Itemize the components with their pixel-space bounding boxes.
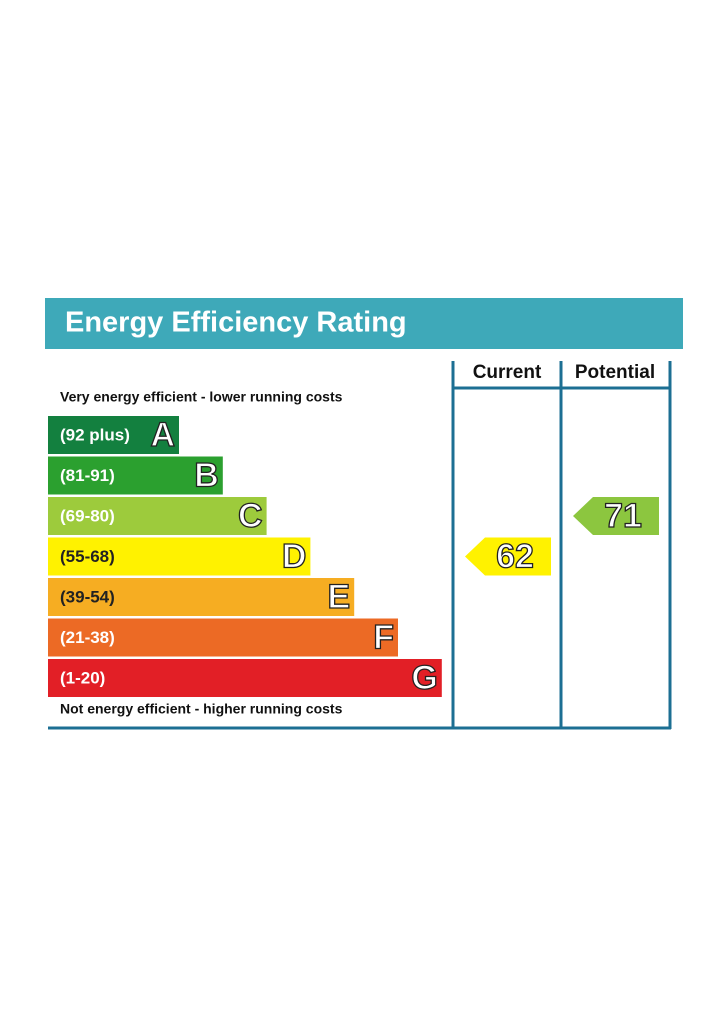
chart-title: Energy Efficiency Rating: [65, 307, 407, 339]
band-range: (92 plus): [60, 425, 130, 444]
band-letter: D: [282, 537, 307, 575]
rating-value: 62: [496, 537, 534, 575]
band: [48, 416, 179, 454]
band-range: (21-38): [60, 628, 115, 647]
rating-arrow: [573, 497, 659, 535]
band: [48, 578, 355, 616]
band-letter: C: [238, 497, 263, 535]
band: [48, 618, 398, 657]
band-letter: B: [194, 456, 219, 494]
band: [48, 659, 442, 697]
rating-value: 71: [604, 497, 642, 535]
bottom-note: Not energy efficient - higher running co…: [60, 701, 343, 717]
header-bar: [45, 298, 683, 349]
band-letter: G: [411, 659, 437, 697]
band-range: (69-80): [60, 506, 115, 525]
frame: [48, 361, 672, 730]
band: [48, 537, 311, 576]
band-range: (39-54): [60, 587, 115, 606]
band: [48, 456, 223, 495]
column-header: Potential: [575, 362, 655, 383]
band: [48, 497, 267, 535]
band-letter: F: [373, 618, 394, 656]
band-range: (55-68): [60, 547, 115, 566]
rating-arrow: [465, 537, 551, 576]
band-range: (81-91): [60, 466, 115, 485]
band-letter: A: [150, 416, 175, 454]
band-range: (1-20): [60, 668, 105, 687]
band-letter: E: [328, 578, 351, 616]
column-header: Current: [473, 362, 542, 383]
top-note: Very energy efficient - lower running co…: [60, 389, 343, 405]
